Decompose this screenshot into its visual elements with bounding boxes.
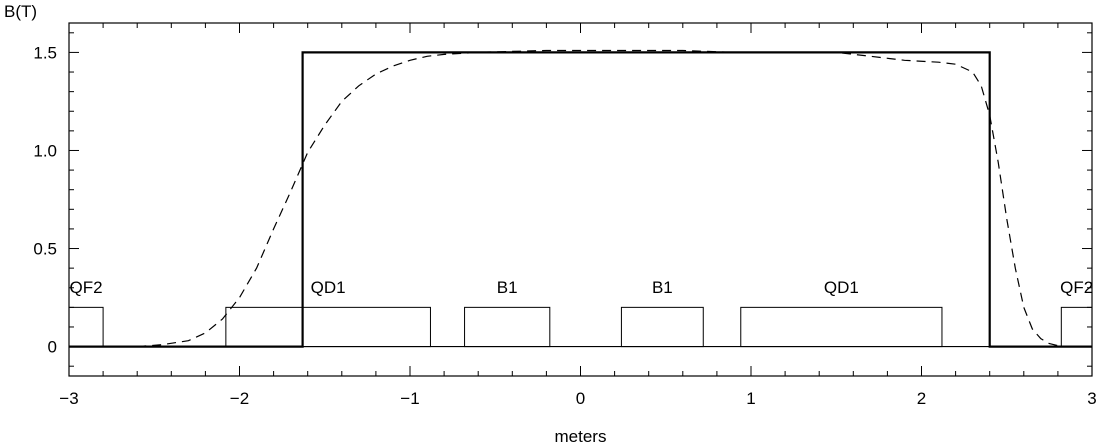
y-tick-label: 0	[48, 338, 57, 357]
axis-layer: −3 −2 −1 0 1 2 3 0 0.5 1.0 1.5	[33, 22, 1097, 408]
x-tick-label: 3	[1087, 389, 1096, 408]
y-tick-label: 1.5	[33, 43, 57, 62]
y-tick-label: 0.5	[33, 240, 57, 259]
element-box-qd1	[225, 306, 431, 348]
element-box-b1	[464, 306, 551, 348]
plot-layer: QF2 QD1 B1 B1 QD1 QF2	[68, 49, 1093, 348]
x-tick-label: 2	[917, 389, 926, 408]
element-label-qf2: QF2	[70, 278, 103, 297]
series-line-solid	[69, 51, 1092, 348]
x-tick-label: −1	[400, 389, 419, 408]
element-label-b1: B1	[497, 278, 518, 297]
element-label-qd1: QD1	[824, 278, 859, 297]
y-axis-title: B(T)	[4, 2, 37, 21]
element-label-qf2: QF2	[1060, 278, 1093, 297]
element-label-qd1: QD1	[311, 278, 346, 297]
x-axis-title: meters	[555, 427, 607, 446]
y-tick-label: 1.0	[33, 141, 57, 160]
series-line-dashed	[137, 49, 1067, 348]
x-tick-label: 1	[746, 389, 755, 408]
element-box-qd1	[740, 306, 943, 348]
x-tick-label: −3	[59, 389, 78, 408]
element-box-b1	[620, 306, 704, 348]
element-box-qf2	[68, 306, 104, 348]
element-label-b1: B1	[652, 278, 673, 297]
plot-frame	[68, 22, 1093, 377]
x-tick-label: 0	[576, 389, 585, 408]
x-tick-label: −2	[230, 389, 249, 408]
